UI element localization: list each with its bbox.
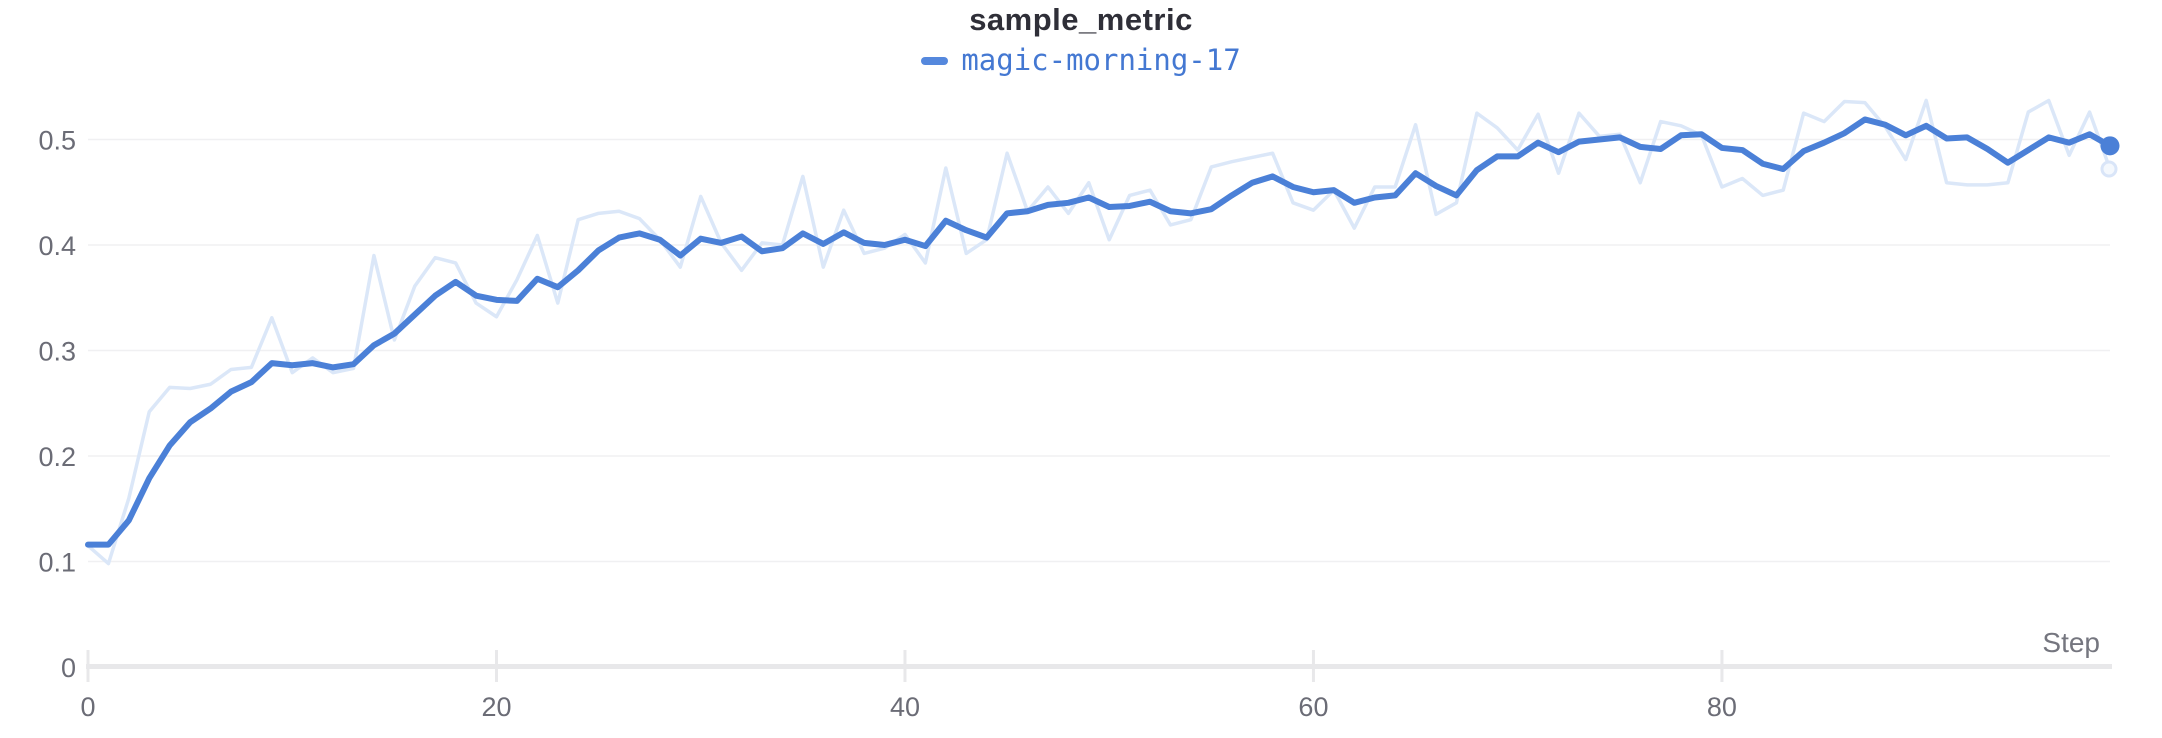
- legend-run-name[interactable]: magic-morning-17: [961, 43, 1241, 77]
- legend-swatch: [921, 56, 949, 65]
- chart-title: sample_metric: [969, 2, 1193, 37]
- y-tick-label: 0.1: [38, 548, 76, 578]
- x-tick-label: 80: [1707, 692, 1737, 722]
- raw-endpoint-marker: [2100, 160, 2118, 178]
- y-tick-label: 0: [61, 653, 76, 683]
- x-tick-label: 0: [80, 692, 95, 722]
- y-tick-label: 0.2: [38, 442, 76, 472]
- raw-metric-line: [86, 98, 2112, 566]
- smoothed-endpoint-marker[interactable]: [2100, 136, 2120, 156]
- x-tick-label: 60: [1298, 692, 1328, 722]
- y-tick-label: 0.3: [38, 337, 76, 367]
- y-tick-label: 0.5: [38, 126, 76, 156]
- smoothed-metric-line: [85, 116, 2113, 548]
- legend: magic-morning-17: [0, 46, 2162, 75]
- x-axis-label: Step: [2042, 627, 2100, 658]
- y-tick-label: 0.4: [38, 231, 76, 261]
- x-tick-label: 20: [481, 692, 511, 722]
- x-tick-label: 40: [890, 692, 920, 722]
